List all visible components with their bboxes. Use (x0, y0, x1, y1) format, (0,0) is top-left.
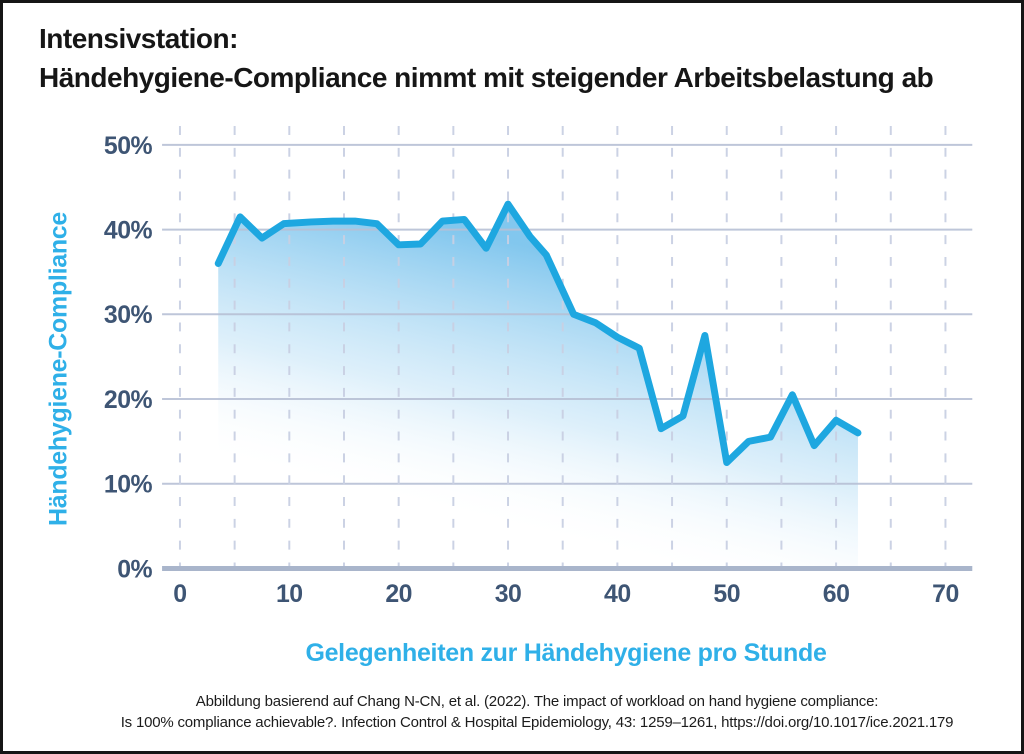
x-tick-label: 30 (495, 581, 522, 608)
y-tick-label: 40% (104, 218, 153, 245)
x-tick-label: 40 (604, 581, 631, 608)
x-tick-label: 10 (276, 581, 303, 608)
y-tick-label: 30% (104, 302, 153, 329)
x-tick-label: 60 (823, 581, 850, 608)
y-tick-label: 0% (117, 556, 152, 583)
title-line-1: Intensivstation: (39, 23, 238, 54)
x-tick-label: 50 (713, 581, 740, 608)
y-tick-labels: 0% 10% 20% 30% 40% 50% (104, 133, 153, 584)
x-tick-label: 20 (385, 581, 412, 608)
x-tick-label: 70 (932, 581, 959, 608)
vertical-gridlines (178, 126, 947, 567)
horizontal-gridlines (162, 143, 973, 485)
page-title: Intensivstation: Händehygiene-Compliance… (39, 19, 1009, 97)
title-line-2: Händehygiene-Compliance nimmt mit steige… (39, 62, 934, 93)
data-line (214, 200, 862, 467)
compliance-area-chart: 0% 10% 20% 30% 40% 50% 0 10 20 30 40 50 60 70 (104, 126, 973, 608)
y-axis-title: Händehygiene-Compliance (44, 212, 73, 526)
y-tick-label: 10% (104, 472, 153, 499)
x-axis-title: Gelegenheiten zur Händehygiene pro Stund… (305, 639, 827, 667)
y-tick-label: 20% (104, 387, 153, 414)
area-fill (218, 204, 858, 569)
citation-line-2: Is 100% compliance achievable?. Infectio… (120, 714, 954, 731)
y-tick-label: 50% (104, 133, 153, 160)
x-tick-labels: 0 10 20 30 40 50 60 70 (173, 581, 959, 608)
citation: Abbildung basierend auf Chang N-CN, et a… (63, 691, 1011, 733)
citation-line-1: Abbildung basierend auf Chang N-CN, et a… (195, 693, 879, 710)
x-tick-label: 0 (173, 581, 186, 608)
